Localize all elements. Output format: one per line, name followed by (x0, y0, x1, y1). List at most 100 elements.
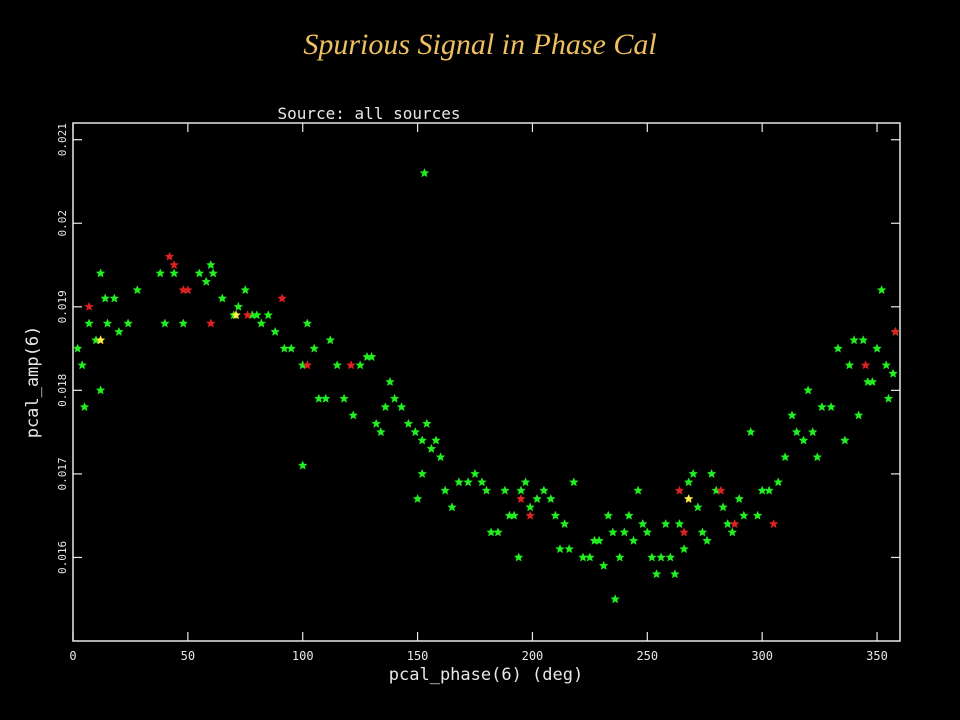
data-point (279, 343, 290, 353)
data-point (277, 293, 287, 303)
data-point (674, 485, 685, 495)
data-point (656, 552, 666, 562)
data-point (201, 276, 211, 286)
data-point (194, 268, 205, 278)
data-point (752, 510, 763, 520)
data-point (803, 385, 813, 395)
data-points (72, 168, 901, 604)
data-point (768, 518, 779, 529)
data-point (727, 527, 738, 537)
data-point (734, 493, 744, 504)
data-point (410, 427, 421, 437)
data-point (729, 518, 740, 529)
data-point (470, 468, 480, 478)
data-point (84, 301, 94, 311)
data-point (683, 477, 694, 487)
data-point (169, 268, 179, 278)
data-point (309, 343, 319, 353)
data-point (114, 326, 124, 336)
data-point (263, 310, 273, 320)
data-point (160, 318, 170, 328)
data-point (757, 485, 767, 495)
data-point (876, 285, 887, 295)
y-axis-label: pcal_amp(6) (23, 326, 43, 439)
data-point (674, 518, 685, 529)
data-point (739, 510, 749, 520)
data-point (546, 493, 556, 504)
x-axis-label: pcal_phase(6) (deg) (389, 665, 583, 685)
data-point (509, 510, 519, 520)
data-point (155, 268, 166, 278)
y-tick-label: 0.021 (56, 123, 69, 156)
data-point (164, 251, 175, 261)
data-point (780, 452, 790, 462)
data-point (525, 502, 535, 512)
y-tick-label: 0.018 (56, 374, 69, 407)
data-point (860, 360, 871, 370)
data-point (240, 285, 251, 295)
data-point (594, 535, 604, 545)
data-point (376, 427, 386, 437)
data-point (419, 168, 430, 178)
data-point (840, 435, 850, 445)
data-point (670, 569, 680, 579)
data-point (493, 527, 503, 537)
data-point (100, 293, 110, 303)
x-tick-label: 200 (522, 649, 544, 663)
data-point (325, 335, 336, 345)
data-point (183, 285, 193, 295)
data-point (72, 343, 83, 353)
data-point (417, 435, 427, 445)
data-point (206, 318, 216, 328)
data-point (132, 285, 143, 295)
data-point (564, 544, 575, 554)
data-point (332, 360, 343, 370)
data-point (95, 268, 106, 278)
data-point (628, 535, 639, 545)
data-point (95, 385, 106, 395)
data-point (679, 544, 689, 554)
data-point (252, 310, 262, 320)
y-ticks: 0.016 0.017 0.018 0.019 0.02 0.021 (56, 123, 900, 574)
data-point (233, 301, 244, 311)
data-point (178, 318, 188, 328)
data-point (302, 360, 313, 370)
data-point (826, 402, 836, 412)
data-point (833, 343, 843, 353)
data-point (371, 418, 381, 428)
data-point (231, 310, 241, 320)
data-point (447, 502, 457, 512)
data-point (550, 510, 561, 520)
data-point (313, 393, 324, 403)
data-point (637, 518, 648, 529)
x-tick-label: 50 (181, 649, 195, 663)
data-point (715, 485, 726, 495)
data-point (651, 569, 662, 579)
data-point (242, 310, 253, 320)
data-point (660, 518, 671, 529)
data-point (624, 510, 634, 520)
data-point (539, 485, 549, 495)
x-tick-label: 100 (292, 649, 314, 663)
data-point (297, 460, 308, 470)
data-point (348, 410, 358, 420)
data-point (718, 502, 728, 512)
x-tick-label: 0 (69, 649, 76, 663)
x-ticks: 0 50 100 150 200 250 300 350 (69, 123, 888, 663)
data-point (697, 527, 708, 537)
data-point (693, 502, 703, 512)
data-point (422, 418, 432, 428)
data-point (615, 552, 625, 562)
plot-frame (72, 122, 901, 642)
data-point (95, 335, 106, 345)
data-point (486, 527, 496, 537)
data-point (513, 552, 524, 562)
data-point (302, 318, 313, 328)
data-point (123, 318, 133, 328)
data-point (619, 527, 630, 537)
data-point (355, 360, 365, 370)
data-point (890, 326, 901, 336)
x-tick-label: 250 (636, 649, 658, 663)
data-point (642, 527, 653, 537)
y-tick-label: 0.02 (56, 210, 69, 237)
